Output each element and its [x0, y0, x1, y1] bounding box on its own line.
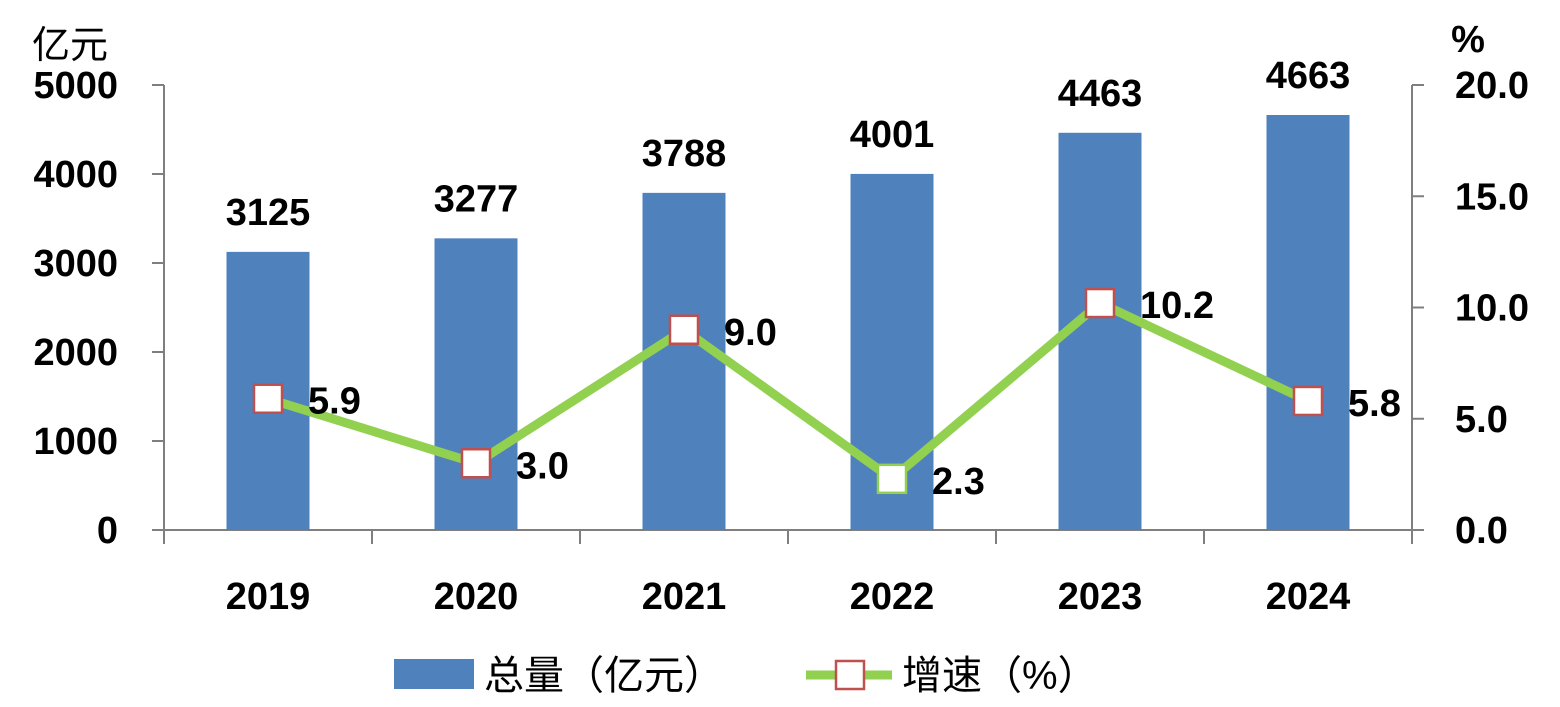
left-tick-label: 2000 [33, 332, 118, 374]
left-tick-label: 5000 [33, 65, 118, 107]
legend-bar-label: 总量（亿元） [484, 654, 724, 698]
growth-marker-2019 [252, 383, 284, 414]
growth-marker-2024 [1292, 385, 1324, 417]
legend: 总量（亿元） 增速（%） [394, 654, 1098, 698]
growth-line [266, 298, 1310, 484]
bar-2020 [434, 238, 518, 531]
bar-value-label: 4663 [1266, 55, 1351, 97]
growth-marker-2021 [668, 314, 700, 345]
bar-value-label: 4463 [1058, 73, 1143, 115]
growth-value-label: 10.2 [1140, 285, 1214, 327]
legend-line-label: 增速（%） [902, 654, 1098, 698]
growth-marker-2022 [876, 463, 908, 495]
data-labels-group: 3125 3277 3788 4001 4463 4663 5.9 3.0 9.0 2.3 10.2… [226, 55, 1401, 503]
x-tick-label: 2024 [1266, 576, 1351, 618]
right-tick-label: 20.0 [1455, 65, 1529, 107]
bar-2021 [642, 192, 726, 531]
x-tick-label: 2022 [850, 576, 935, 618]
bar-2024 [1266, 114, 1350, 531]
right-tick-label: 15.0 [1455, 176, 1529, 218]
legend-bar-swatch [394, 659, 474, 689]
growth-marker-2023 [1084, 287, 1116, 319]
x-tick-label: 2020 [434, 576, 519, 618]
axes-group: 0 1000 2000 3000 4000 5000 0.0 5.0 10.0 15.0 20.0 2… [32, 19, 1529, 618]
left-tick-label: 1000 [33, 421, 118, 463]
line-series-group [252, 287, 1324, 495]
right-tick-label: 5.0 [1455, 399, 1508, 441]
x-tick-label: 2023 [1058, 576, 1143, 618]
bar-value-label: 4001 [850, 114, 935, 156]
left-axis-unit: 亿元 [32, 25, 108, 67]
growth-value-label: 5.9 [308, 381, 361, 423]
legend-marker-swatch [834, 659, 866, 691]
x-tick-label: 2019 [226, 576, 311, 618]
left-tick-label: 0 [97, 510, 118, 552]
growth-value-label: 5.8 [1348, 383, 1401, 425]
growth-marker-2020 [460, 448, 492, 479]
bar-value-label: 3277 [434, 178, 519, 220]
growth-value-label: 3.0 [516, 445, 569, 487]
bar-value-label: 3788 [642, 133, 727, 175]
right-axis-unit: % [1451, 19, 1485, 61]
growth-value-label: 2.3 [932, 461, 985, 503]
left-tick-label: 4000 [33, 154, 118, 196]
left-tick-label: 3000 [33, 243, 118, 285]
growth-value-label: 9.0 [724, 312, 777, 354]
bar-value-label: 3125 [226, 192, 311, 234]
right-tick-label: 0.0 [1455, 510, 1508, 552]
right-tick-label: 10.0 [1455, 288, 1529, 330]
x-tick-label: 2021 [642, 576, 727, 618]
